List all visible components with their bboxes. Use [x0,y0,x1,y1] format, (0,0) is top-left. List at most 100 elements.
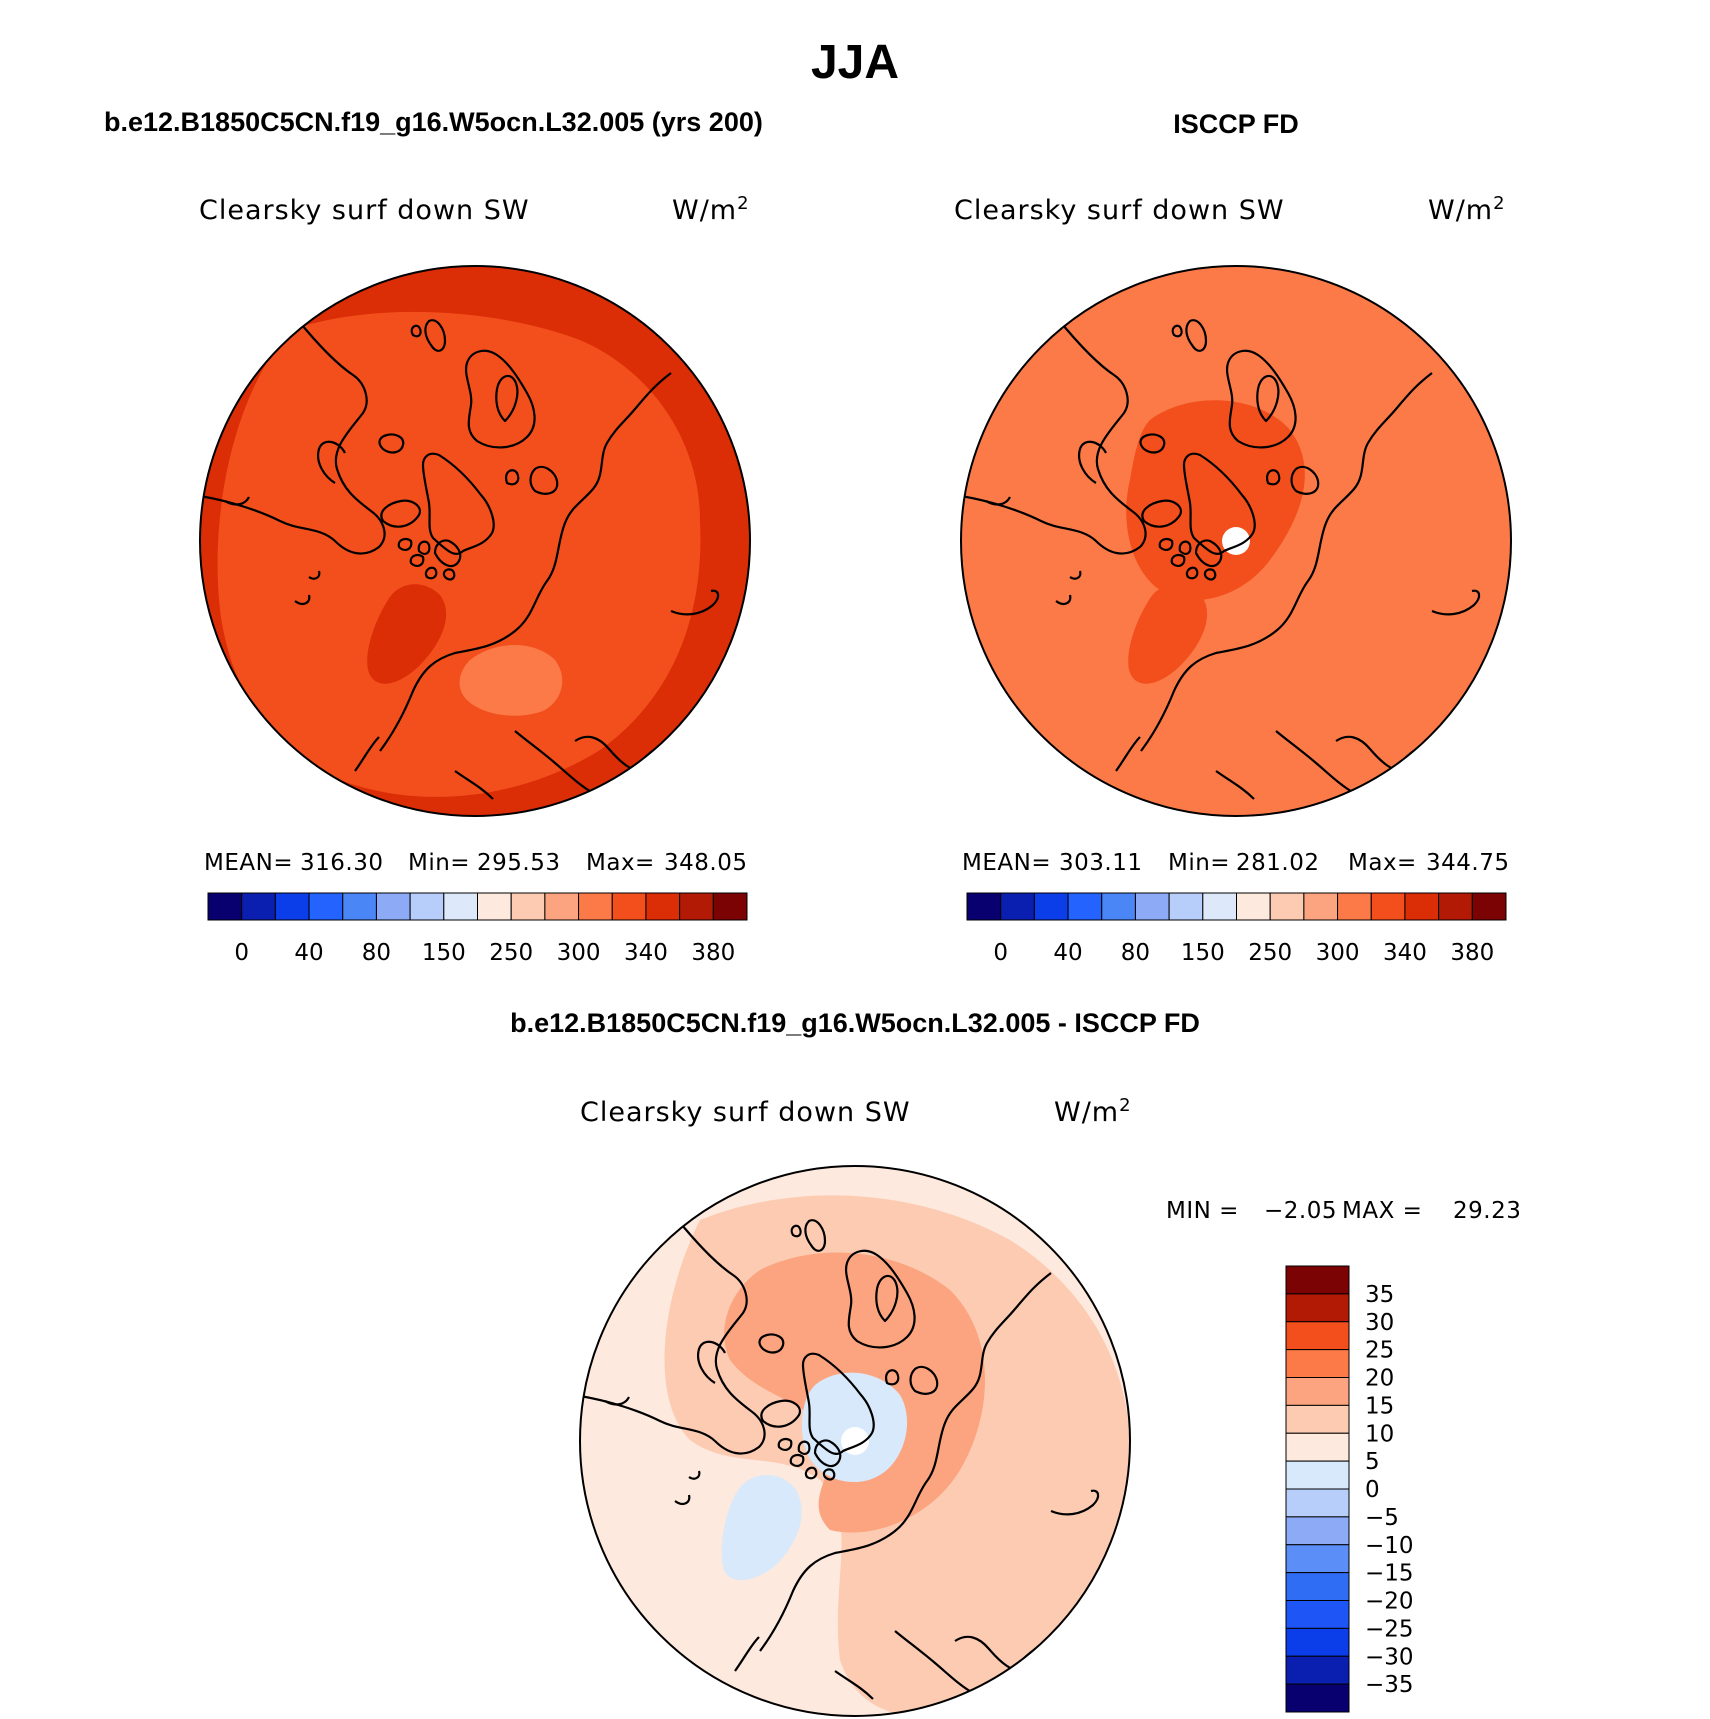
colorbar-tick-label: 35 [1365,1282,1394,1308]
colorbar-swatch [1337,892,1372,921]
colorbar-swatch [1285,1516,1350,1546]
colorbar-tick-label: −10 [1365,1533,1414,1559]
figure-title: JJA [811,36,899,89]
max-value: 29.23 [1453,1198,1521,1224]
panel-obs-units-sup: 2 [1493,193,1505,214]
colorbar-tick-label: 380 [1450,940,1494,966]
colorbar-tick-label: 250 [489,940,533,966]
colorbar-swatch [1285,1377,1350,1406]
colorbar-swatch [274,892,310,921]
colorbar-swatch [1101,892,1136,921]
panel-model-units-sup: 2 [737,193,749,214]
panel-diff-variable-label: Clearsky surf down SW [580,1097,911,1128]
panel-diff-units-label: W/m2 [1054,1095,1132,1128]
min-value: 281.02 [1236,850,1319,876]
mean-label: MEAN= [204,850,293,876]
colorbar-swatch [1033,892,1069,921]
colorbar-tick-label: 0 [234,940,249,966]
panel-obs-variable-label: Clearsky surf down SW [954,195,1285,226]
colorbar-swatch [966,892,1002,921]
colorbar-tick-label: 0 [993,940,1008,966]
colorbar-tick-label: 340 [1383,940,1427,966]
map-field-polar [1126,400,1305,600]
colorbar-swatch [241,892,276,921]
min-label: Min= [1168,850,1230,876]
max-label: Max= [1348,850,1417,876]
panel-diff-title: b.e12.B1850C5CN.f19_g16.W5ocn.L32.005 - … [510,1008,1200,1038]
map-field-greenland [367,584,447,684]
colorbar-swatch [1285,1488,1350,1518]
colorbar-swatch [1067,892,1103,921]
panel-model: Clearsky surf down SW W/m2 MEAN= 316.30 … [199,193,751,966]
panel-obs-units: W/m [1428,195,1493,226]
colorbar-swatch [1269,892,1305,921]
colorbar-swatch [375,892,411,921]
panel-obs-boundary [960,265,1512,817]
colorbar-swatch [611,892,647,921]
colorbar-swatch [1202,892,1237,921]
colorbar-swatch [207,892,243,921]
min-value: 295.53 [477,850,560,876]
colorbar-swatch [1285,1544,1350,1574]
colorbar-swatch [510,892,546,921]
colorbar-swatch [1285,1460,1350,1490]
panel-model-boundary [199,265,751,817]
colorbar-swatch [1303,892,1339,921]
colorbar-swatch [1285,1432,1350,1462]
colorbar-tick-label: 5 [1365,1449,1380,1475]
colorbar-tick-label: −15 [1365,1561,1414,1587]
colorbar-swatch [308,892,344,921]
min-value: −2.05 [1264,1198,1337,1224]
mean-value: 303.11 [1059,850,1142,876]
colorbar-tick-label: 80 [1121,940,1150,966]
panel-model-units: W/m [672,195,737,226]
colorbar-swatch [1000,892,1035,921]
colorbar-swatch [1168,892,1204,921]
colorbar-tick-label: 150 [1181,940,1225,966]
panel-diff-minmax: MIN = −2.05 MAX = 29.23 [1166,1198,1521,1224]
colorbar-tick-label: −35 [1365,1672,1414,1698]
panel-diff-map [580,1166,1130,1716]
mean-label: MEAN= [962,850,1051,876]
colorbar-swatch [1236,892,1271,921]
colorbar-tick-label: 380 [691,940,735,966]
colorbar-tick-label: 150 [422,940,466,966]
min-label: MIN = [1166,1198,1239,1224]
panel-obs: Clearsky surf down SW W/m2 MEAN= 303.11 … [954,193,1512,966]
colorbar-tick-label: −20 [1365,1589,1414,1615]
panel-model-colorbar: 0 40 80 150 250 300 340 380 [207,892,748,966]
colorbar-swatch [544,892,580,921]
colorbar-tick-label: 40 [294,940,323,966]
colorbar-tick-label: 300 [557,940,601,966]
map-field-greenland [1128,584,1208,684]
colorbar-tick-label: 40 [1053,940,1082,966]
panel-left-title: b.e12.B1850C5CN.f19_g16.W5ocn.L32.005 (y… [104,107,763,137]
colorbar-swatch [1285,1572,1350,1601]
colorbar-tick-label: −30 [1365,1644,1414,1670]
panel-obs-stats: MEAN= 303.11 Min= 281.02 Max= 344.75 [962,850,1509,876]
min-label: Min= [408,850,470,876]
colorbar-tick-label: 20 [1365,1366,1394,1392]
colorbar-swatch [1438,892,1473,921]
colorbar-swatch [1285,1655,1350,1685]
colorbar-swatch [477,892,512,921]
map-field-scandinavia [459,645,563,716]
colorbar-swatch [443,892,478,921]
colorbar-swatch [679,892,714,921]
colorbar-swatch [1285,1683,1350,1713]
colorbar-swatch [1134,892,1170,921]
colorbar-swatch [645,892,681,921]
colorbar-swatch [1285,1265,1350,1295]
panel-diff: Clearsky surf down SW W/m2 MIN = −2.05 M… [579,1095,1521,1717]
colorbar-swatch [1471,892,1507,921]
panel-model-variable-label: Clearsky surf down SW [199,195,530,226]
max-label: Max= [586,850,655,876]
colorbar-swatch [342,892,377,921]
colorbar-swatch [1285,1404,1350,1434]
panel-obs-map [961,266,1511,816]
colorbar-swatch [1285,1321,1350,1351]
panel-obs-colorbar: 0 40 80 150 250 300 340 380 [966,892,1507,966]
colorbar-tick-label: 15 [1365,1393,1394,1419]
